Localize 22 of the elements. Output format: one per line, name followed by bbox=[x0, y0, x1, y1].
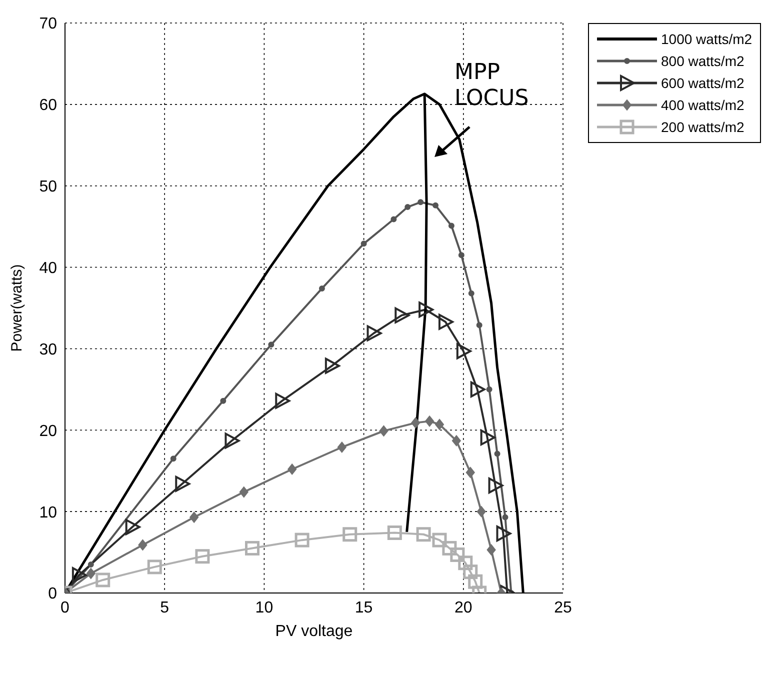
x-tick-label: 15 bbox=[354, 599, 373, 616]
x-axis-title: PV voltage bbox=[275, 623, 353, 640]
x-tick-label: 5 bbox=[160, 599, 170, 616]
legend-label: 1000 watts/m2 bbox=[661, 31, 752, 47]
y-tick-label: 50 bbox=[39, 178, 58, 196]
y-tick-label: 60 bbox=[39, 97, 58, 114]
y-tick-label: 40 bbox=[39, 260, 58, 277]
y-axis-title: Power(watts) bbox=[8, 264, 26, 352]
legend-label: 200 watts/m2 bbox=[661, 119, 744, 135]
y-tick-label: 0 bbox=[48, 586, 58, 603]
y-tick-label: 30 bbox=[39, 341, 58, 358]
x-tick-label: 20 bbox=[454, 599, 472, 616]
legend-label: 600 watts/m2 bbox=[661, 75, 744, 91]
y-tick-label: 10 bbox=[39, 504, 58, 522]
x-tick-label: 0 bbox=[60, 599, 70, 616]
x-tick-label: 10 bbox=[255, 599, 274, 616]
annotation: MPP LOCUS bbox=[454, 60, 529, 111]
y-tick-label: 70 bbox=[39, 16, 58, 33]
legend-label: 800 watts/m2 bbox=[661, 53, 744, 69]
x-tick-label: 25 bbox=[554, 599, 572, 616]
y-tick-label: 20 bbox=[39, 422, 58, 440]
legend-label: 400 watts/m2 bbox=[661, 97, 744, 113]
